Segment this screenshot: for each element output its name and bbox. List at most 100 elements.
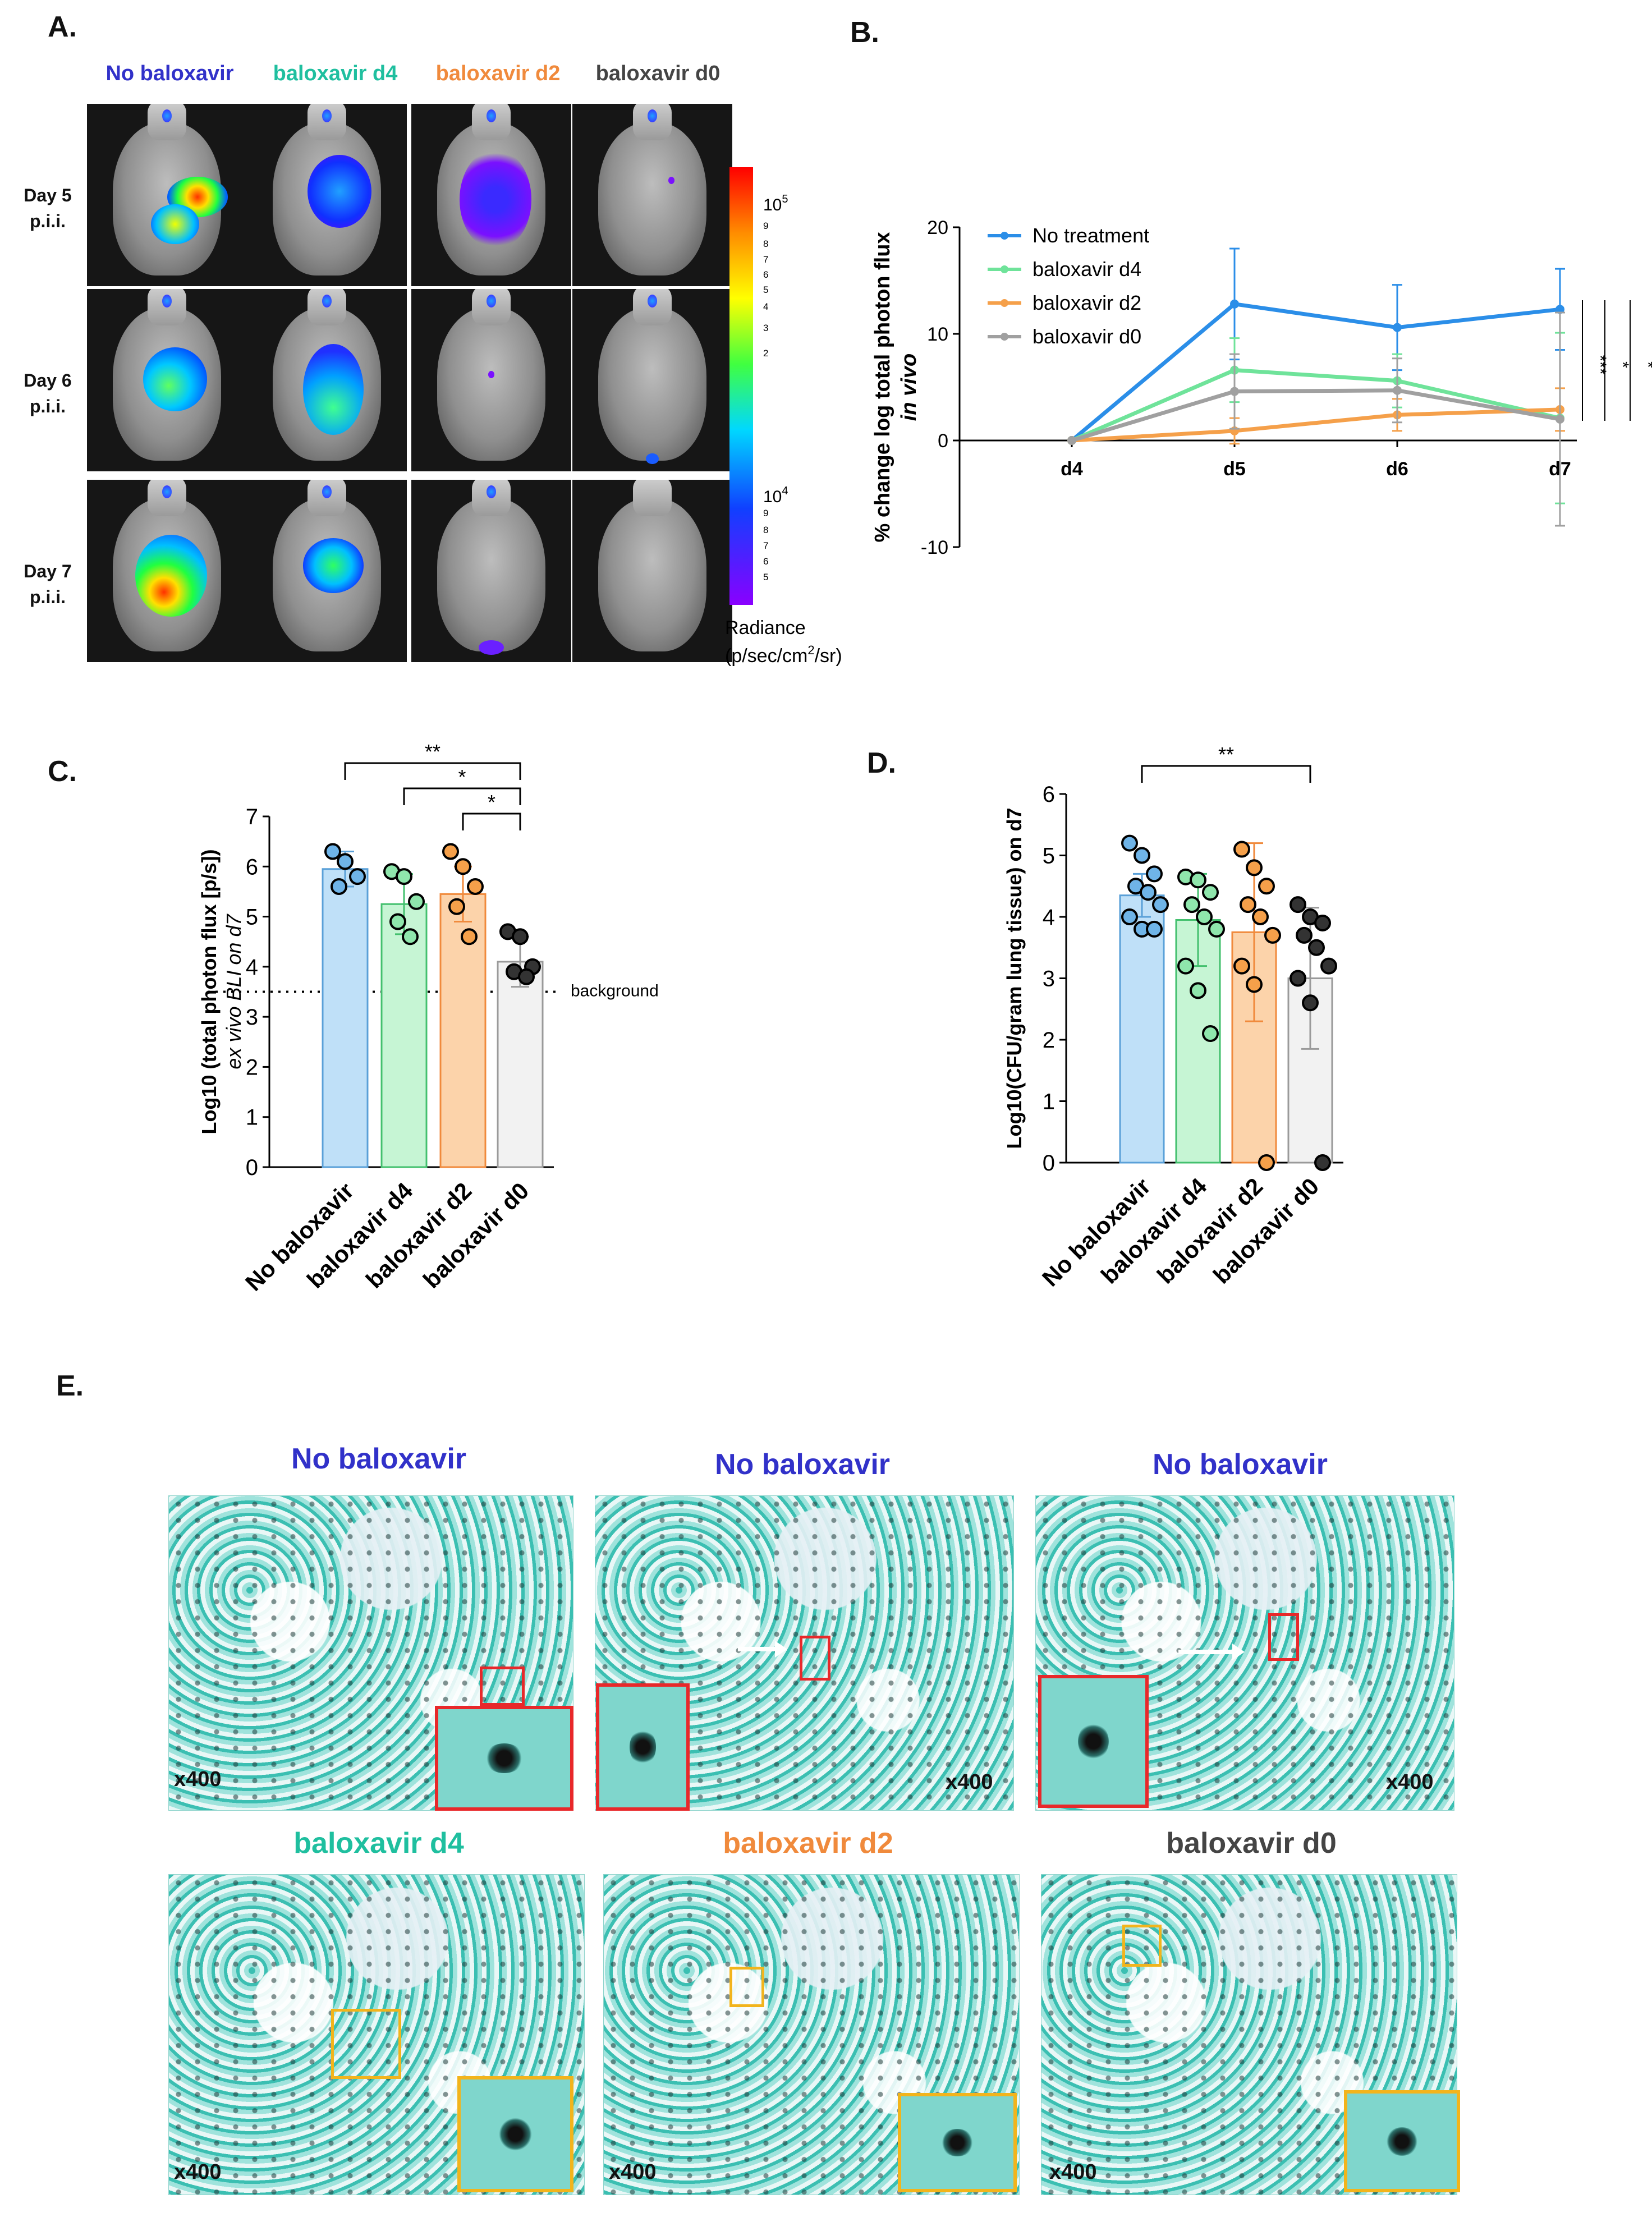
magnification-label-1: x400: [174, 1768, 222, 1791]
mouse-body: [437, 498, 546, 651]
data-point: [1208, 920, 1225, 938]
data-point: [1233, 957, 1250, 975]
y-tick-label: 5: [246, 905, 258, 930]
histology-title-4: baloxavir d4: [293, 1827, 464, 1860]
y-tick-label: 7: [246, 805, 258, 829]
zoom-inset-3: [1038, 1675, 1149, 1808]
mouse-head: [633, 480, 672, 516]
data-point: [1202, 884, 1219, 901]
bli-mouse-image: [247, 289, 407, 471]
roi-box-5: [729, 1967, 764, 2007]
y-tick-label: 1: [246, 1105, 258, 1130]
magnification-label-2: x400: [946, 1770, 993, 1794]
row-label-day6-line2: p.i.i.: [30, 396, 66, 416]
panel-letter-c: C.: [48, 755, 77, 788]
radiance-colorbar: 105 9 8 7 6 5 4 3 2 104 9 8 7 6 5 Radiance (p/sec/c…: [725, 167, 842, 667]
data-point: [1308, 939, 1325, 956]
data-point: [1314, 914, 1331, 931]
data-point: [389, 913, 406, 930]
row-label-day7: Day 7 p.i.i.: [6, 558, 90, 610]
panel-d-bar-chart: 0 1 2 3 4 5 6 Log10(CFU/gram lung tissue) on d7…: [1003, 743, 1343, 1292]
significance-label: *: [1639, 361, 1652, 368]
bli-mouse-image: [87, 480, 247, 662]
bli-signal: [459, 149, 531, 250]
y-tick-label: 0: [1043, 1151, 1055, 1176]
data-point: [1302, 994, 1319, 1012]
colorbar-tick-label: 9: [763, 221, 768, 231]
data-point: [1240, 896, 1256, 913]
bli-nose-signal: [486, 485, 497, 498]
bli-mouse-image: [87, 289, 247, 471]
y-tick-label: 6: [246, 855, 258, 879]
panel-letter-d: D.: [867, 747, 896, 779]
panel-letter-b: B.: [850, 16, 879, 49]
data-point: [1290, 896, 1306, 913]
bli-signal: [135, 534, 207, 617]
y-tick-label: 20: [927, 217, 948, 238]
mouse-body: [598, 122, 707, 276]
data-point: [455, 858, 471, 875]
significance-bracket: [344, 762, 521, 780]
data-point: [324, 843, 341, 860]
data-point: [337, 853, 354, 870]
colorbar-tick-label: 7: [763, 254, 768, 265]
arrow-marker-3: [1178, 1644, 1245, 1660]
roi-box-1: [480, 1667, 525, 1706]
bli-nose-signal: [647, 294, 658, 307]
y-tick-label: -10: [921, 537, 948, 558]
data-point: [448, 898, 465, 915]
histology-title-1: No baloxavir: [291, 1443, 467, 1475]
colorbar-top-exponent: 105: [763, 193, 788, 214]
data-point: [1230, 387, 1239, 396]
group-header-baloxavir-d2: baloxavir d2: [435, 62, 561, 85]
bli-nose-signal: [322, 485, 332, 498]
data-point: [518, 968, 535, 985]
magnification-label-4: x400: [174, 2160, 222, 2184]
series-line: [1071, 407, 1561, 443]
panel-letter-e: E.: [56, 1370, 84, 1402]
data-point: [1246, 976, 1263, 993]
row-label-day6: Day 6 p.i.i.: [6, 368, 90, 419]
bli-mouse-image: [572, 480, 732, 662]
bli-nose-signal: [322, 109, 332, 122]
y-tick-label: 6: [1043, 782, 1055, 807]
y-axis-label: Log10(CFU/gram lung tissue) on d7: [1003, 807, 1026, 1149]
data-point: [1252, 908, 1269, 925]
legend-marker: [1001, 333, 1008, 341]
y-axis-label-italic: in vivo: [897, 354, 921, 421]
data-point: [1190, 871, 1206, 889]
group-header-no-baloxavir: No baloxavir: [105, 62, 234, 85]
data-point: [1258, 878, 1275, 895]
data-point: [1314, 1154, 1331, 1171]
magnification-label-3: x400: [1386, 1770, 1434, 1794]
data-point: [1264, 926, 1281, 944]
row-label-day5-line1: Day 5: [24, 185, 72, 205]
colorbar-tick-label: 2: [763, 348, 768, 359]
significance-label: **: [1218, 743, 1234, 766]
y-tick-label: 0: [938, 430, 948, 452]
y-tick-label: 4: [1043, 905, 1055, 930]
bar: [322, 868, 369, 1168]
bli-nose-signal: [322, 294, 332, 307]
colorbar-tick-label: 5: [763, 572, 768, 582]
bli-signal: [308, 155, 372, 228]
y-tick-label: 2: [246, 1055, 258, 1080]
data-point: [1067, 436, 1076, 445]
roi-box-3: [1268, 1613, 1299, 1661]
x-tick-label: d6: [1386, 458, 1408, 480]
data-point: [1177, 957, 1194, 975]
histology-image-2: [595, 1495, 1014, 1811]
y-tick-label: 0: [246, 1155, 258, 1180]
series-line: [1071, 368, 1561, 443]
row-label-day7-line2: p.i.i.: [30, 587, 66, 607]
bli-mouse-image: [87, 104, 247, 286]
colorbar-tick-label: 9: [763, 508, 768, 518]
data-point: [467, 878, 484, 895]
significance-bracket: [462, 812, 521, 830]
legend-marker: [1001, 265, 1008, 273]
x-tick-label: d4: [1061, 458, 1083, 480]
data-point: [1246, 859, 1263, 876]
colorbar-gradient: [729, 167, 753, 605]
data-point: [512, 928, 529, 945]
